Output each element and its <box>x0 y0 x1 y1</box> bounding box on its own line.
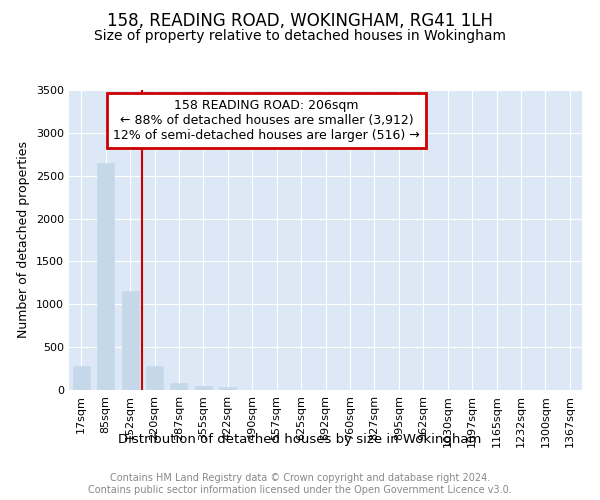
Bar <box>146 366 163 390</box>
Bar <box>122 292 139 390</box>
Bar <box>97 163 114 390</box>
Bar <box>195 386 212 390</box>
Bar <box>73 366 90 390</box>
Text: Size of property relative to detached houses in Wokingham: Size of property relative to detached ho… <box>94 29 506 43</box>
Y-axis label: Number of detached properties: Number of detached properties <box>17 142 31 338</box>
Text: Contains HM Land Registry data © Crown copyright and database right 2024.
Contai: Contains HM Land Registry data © Crown c… <box>88 474 512 495</box>
Text: 158 READING ROAD: 206sqm
← 88% of detached houses are smaller (3,912)
12% of sem: 158 READING ROAD: 206sqm ← 88% of detach… <box>113 99 420 142</box>
Bar <box>219 386 236 390</box>
Text: 158, READING ROAD, WOKINGHAM, RG41 1LH: 158, READING ROAD, WOKINGHAM, RG41 1LH <box>107 12 493 30</box>
Bar <box>170 383 187 390</box>
Text: Distribution of detached houses by size in Wokingham: Distribution of detached houses by size … <box>118 432 482 446</box>
